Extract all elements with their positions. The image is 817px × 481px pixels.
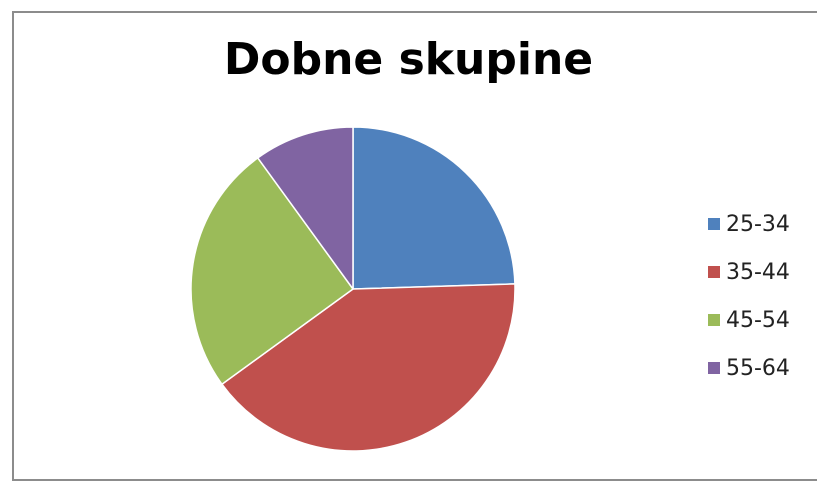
- legend-label-35-44: 35-44: [726, 259, 790, 285]
- legend-label-45-54: 45-54: [726, 307, 790, 333]
- legend-item-25-34: 25-34: [708, 200, 808, 248]
- legend-swatch-35-44: [708, 266, 720, 278]
- legend: 25-34 35-44 45-54 55-64: [708, 200, 808, 392]
- legend-label-25-34: 25-34: [726, 211, 790, 237]
- pie-slices: [190, 126, 516, 452]
- legend-swatch-45-54: [708, 314, 720, 326]
- chart-title: Dobne skupine: [223, 34, 594, 85]
- pie-slice-55-64: [257, 126, 354, 290]
- legend-swatch-25-34: [708, 218, 720, 230]
- legend-swatch-55-64: [708, 362, 720, 374]
- legend-item-55-64: 55-64: [708, 344, 808, 392]
- pie-slice-45-54: [190, 157, 354, 385]
- pie-slice-35-44: [221, 283, 516, 452]
- legend-item-45-54: 45-54: [708, 296, 808, 344]
- legend-item-35-44: 35-44: [708, 248, 808, 296]
- pie-slice-25-34: [352, 126, 516, 290]
- legend-label-55-64: 55-64: [726, 355, 790, 381]
